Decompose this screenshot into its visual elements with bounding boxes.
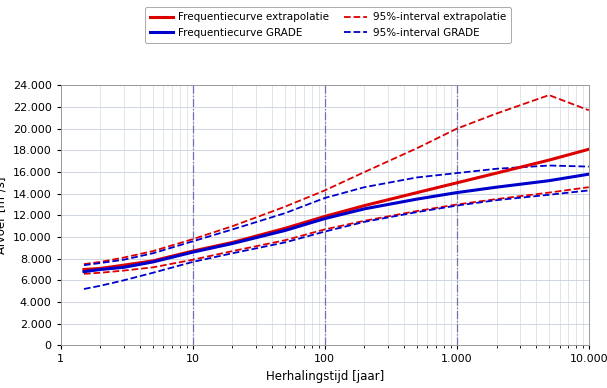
Legend: Frequentiecurve extrapolatie, Frequentiecurve GRADE, 95%-interval extrapolatie, : Frequentiecurve extrapolatie, Frequentie… — [144, 7, 511, 43]
Y-axis label: Afvoer [m³/s]: Afvoer [m³/s] — [0, 177, 7, 254]
X-axis label: Herhalingstijd [jaar]: Herhalingstijd [jaar] — [266, 370, 384, 383]
